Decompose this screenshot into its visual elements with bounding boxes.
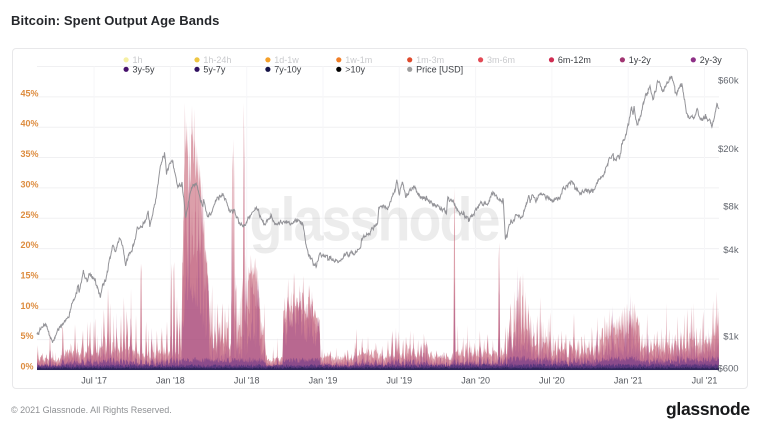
svg-text:$8k: $8k [723, 202, 739, 213]
svg-text:>10y: >10y [345, 65, 365, 75]
svg-text:Jul '18: Jul '18 [234, 376, 260, 386]
svg-text:Jul '17: Jul '17 [81, 376, 107, 386]
svg-text:35%: 35% [21, 149, 39, 159]
svg-text:3y-5y: 3y-5y [133, 65, 156, 75]
svg-text:45%: 45% [21, 88, 39, 98]
svg-text:glassnode: glassnode [249, 186, 499, 254]
svg-text:$1k: $1k [723, 332, 739, 343]
svg-text:$600: $600 [717, 364, 738, 375]
svg-text:Jan '21: Jan '21 [614, 376, 643, 386]
svg-text:3m-6m: 3m-6m [487, 55, 515, 65]
svg-text:6m-12m: 6m-12m [558, 55, 591, 65]
svg-text:1m-3m: 1m-3m [416, 55, 444, 65]
svg-text:15%: 15% [21, 270, 39, 280]
svg-text:Price [USD]: Price [USD] [416, 65, 463, 75]
svg-text:$20k: $20k [718, 144, 739, 155]
svg-text:1w-1m: 1w-1m [345, 55, 372, 65]
svg-text:Jan '19: Jan '19 [309, 376, 338, 386]
svg-text:Jan '20: Jan '20 [461, 376, 490, 386]
svg-text:Jul '20: Jul '20 [539, 376, 565, 386]
svg-text:0%: 0% [21, 362, 34, 372]
svg-text:$60k: $60k [718, 76, 739, 87]
svg-text:Jan '18: Jan '18 [156, 376, 185, 386]
svg-text:10%: 10% [21, 301, 39, 311]
svg-text:20%: 20% [21, 240, 39, 250]
svg-text:30%: 30% [21, 179, 39, 189]
svg-text:1h: 1h [133, 55, 143, 65]
svg-text:5%: 5% [21, 331, 34, 341]
svg-text:1d-1w: 1d-1w [274, 55, 299, 65]
svg-text:1y-2y: 1y-2y [629, 55, 652, 65]
svg-text:1h-24h: 1h-24h [203, 55, 231, 65]
svg-text:25%: 25% [21, 210, 39, 220]
svg-text:7y-10y: 7y-10y [274, 65, 302, 75]
svg-text:Jul '19: Jul '19 [386, 376, 412, 386]
svg-text:5y-7y: 5y-7y [203, 65, 226, 75]
svg-text:2y-3y: 2y-3y [700, 55, 723, 65]
svg-text:$4k: $4k [723, 245, 739, 256]
svg-text:Jul '21: Jul '21 [692, 376, 718, 386]
svg-text:40%: 40% [21, 119, 39, 129]
